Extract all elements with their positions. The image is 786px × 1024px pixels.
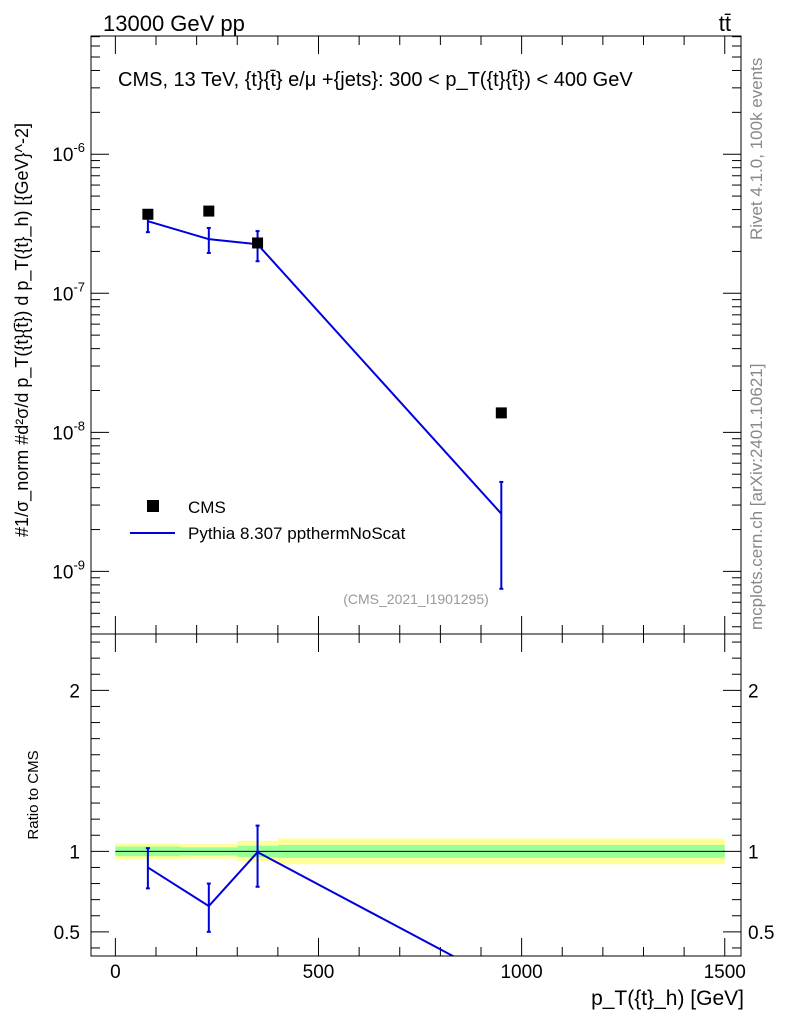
main-y-tick-labels: 10-910-810-710-6 bbox=[52, 140, 85, 583]
ratio-y-tick-label: 0.5 bbox=[54, 923, 80, 944]
pythia-line bbox=[147, 220, 503, 515]
ratio-x-tick-label: 1500 bbox=[704, 962, 746, 983]
ratio-series-layer bbox=[145, 824, 455, 956]
cms-data-point bbox=[252, 237, 264, 249]
ratio-x-tick-labels: 0 500 1000 1500 bbox=[110, 962, 746, 983]
ratio-y-tick-label: 1 bbox=[69, 842, 80, 863]
ratio-y-tick-labels: 0.5 0.5 1 1 2 2 bbox=[54, 681, 775, 944]
ratio-plot-panel: 0.5 0.5 1 1 2 2 0 500 1000 1500 Ratio to CMS p_T… bbox=[25, 633, 775, 1010]
ratio-y-tick-label-right: 1 bbox=[748, 842, 759, 863]
legend-pythia-label: Pythia 8.307 ppthermNoScat bbox=[188, 524, 406, 543]
ratio-x-tick-label: 1000 bbox=[500, 962, 542, 983]
main-series-layer bbox=[142, 205, 507, 590]
ratio-y-tick-label-right: 0.5 bbox=[748, 923, 774, 944]
ratio-x-tick-label: 500 bbox=[303, 962, 335, 983]
rivet-version-label: Rivet 4.1.0, 100k events bbox=[747, 58, 766, 240]
main-y-axis-label: #1/σ_norm #d²σ/d p_T({t}{t̄}) d p_T({t}_… bbox=[12, 123, 33, 537]
legend: CMS Pythia 8.307 ppthermNoScat bbox=[130, 498, 406, 543]
cms-data-point bbox=[203, 205, 215, 217]
legend-cms-label: CMS bbox=[188, 498, 226, 517]
process-label: tt̄ bbox=[719, 11, 731, 36]
analysis-reference: (CMS_2021_I1901295) bbox=[343, 591, 489, 607]
cms-data-point bbox=[495, 407, 507, 419]
mcplots-site-label: mcplots.cern.ch [arXiv:2401.10621] bbox=[747, 364, 766, 630]
ratio-pythia-line bbox=[147, 850, 455, 956]
ratio-y-tick-label-right: 2 bbox=[748, 681, 759, 702]
cms-data-point bbox=[142, 208, 154, 220]
ratio-plot-frame bbox=[90, 633, 742, 957]
ratio-x-tick-label: 0 bbox=[110, 962, 121, 983]
energy-label: 13000 GeV pp bbox=[103, 11, 245, 36]
legend-cms-marker bbox=[147, 500, 159, 512]
ratio-y-axis-label: Ratio to CMS bbox=[25, 750, 42, 839]
ratio-y-tick-label: 2 bbox=[69, 681, 80, 702]
x-axis-label: p_T({t}_h) [GeV] bbox=[591, 987, 744, 1010]
main-plot-title: CMS, 13 TeV, {t}{t̄} e/μ +{jets}: 300 < … bbox=[118, 69, 633, 91]
main-tick-marks bbox=[91, 36, 741, 634]
